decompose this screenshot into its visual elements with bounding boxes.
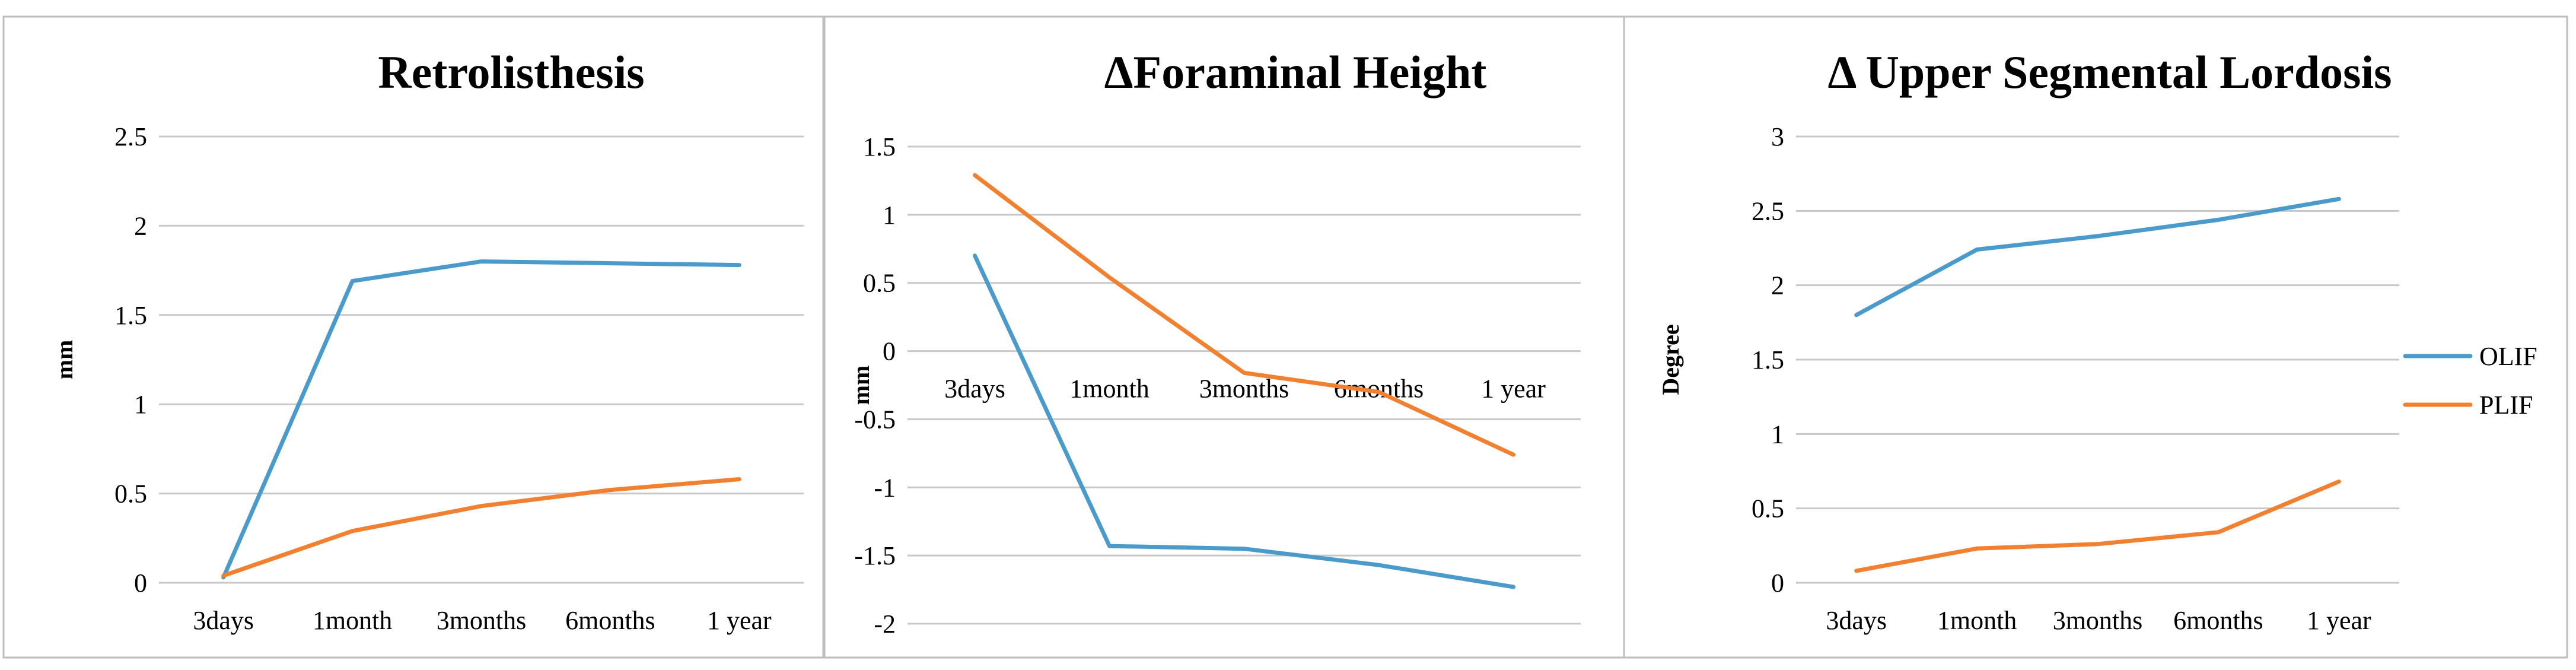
- legend-item-olif: OLIF: [2403, 342, 2537, 371]
- series-line-plif: [221, 477, 741, 578]
- y-tick-label: 1.5: [863, 132, 896, 161]
- series-line-plif: [973, 173, 1515, 457]
- y-axis-label: Degree: [1657, 324, 1684, 395]
- x-tick-label: 6months: [2173, 606, 2263, 635]
- y-tick-label: 0.5: [114, 480, 147, 509]
- x-tick-label: 1 year: [2307, 606, 2371, 635]
- panel-frame: [2, 15, 824, 659]
- y-axis-label: mm: [848, 366, 874, 405]
- y-tick-label: 0: [1771, 569, 1784, 598]
- y-tick-label: 2.5: [114, 122, 147, 151]
- y-tick-label: 0: [134, 569, 147, 598]
- y-tick-label: 2: [134, 211, 147, 240]
- chart-panels: 0 0.5 1 1.5 2 2.5 3days 1month 3months 6months 1 y…: [2, 15, 2568, 659]
- y-axis-label: mm: [51, 340, 78, 380]
- x-tick-label: 1month: [1937, 606, 2017, 635]
- y-tick-label: 2: [1771, 271, 1784, 300]
- series-line-plif: [1854, 480, 2341, 573]
- x-tick-label: 1 year: [707, 606, 772, 635]
- y-tick-label: -0.5: [854, 405, 896, 434]
- y-tick-label: 1.5: [114, 301, 147, 330]
- x-tick-label: 3months: [437, 606, 527, 635]
- y-tick-label: 1: [883, 201, 896, 230]
- legend: OLIF PLIF: [2403, 342, 2537, 420]
- chart-panel: 0 0.5 1 1.5 2 2.5 3 3days 1month 3months 6months 1 …: [1623, 15, 2568, 659]
- x-tick-label: 3days: [1826, 606, 1887, 635]
- y-tick-label: -1: [874, 473, 896, 502]
- y-tick-label: 1: [1771, 420, 1784, 449]
- y-tick-label: 0: [883, 337, 896, 366]
- x-tick-label: 3months: [2053, 606, 2143, 635]
- chart-title: Δ Upper Segmental Lordosis: [1827, 46, 2392, 98]
- y-tick-label: 1.5: [1752, 345, 1784, 374]
- x-tick-label: 3days: [944, 374, 1005, 404]
- y-tick-label: 3: [1771, 122, 1784, 151]
- y-tick-label: 0.5: [863, 269, 896, 298]
- chart-title: ΔForaminal Height: [1104, 46, 1487, 98]
- y-tick-label: 2.5: [1752, 196, 1784, 226]
- series-line-olif: [973, 253, 1515, 589]
- series-line-olif: [1854, 196, 2341, 317]
- y-tick-label: 1: [134, 390, 147, 419]
- chart-panel: 0 0.5 1 1.5 2 2.5 3days 1month 3months 6months 1 y…: [2, 15, 824, 659]
- chart-title: Retrolisthesis: [378, 46, 644, 98]
- panel-frame: [1623, 15, 2568, 659]
- series-line-olif: [221, 259, 741, 580]
- x-tick-label: 1month: [1069, 374, 1149, 404]
- x-tick-label: 1 year: [1481, 374, 1546, 404]
- x-tick-label: 1month: [313, 606, 392, 635]
- y-tick-label: -2: [874, 609, 896, 639]
- legend-item-plif: PLIF: [2403, 390, 2533, 420]
- legend-label: OLIF: [2479, 342, 2537, 371]
- legend-label: PLIF: [2479, 390, 2533, 420]
- x-tick-label: 3days: [193, 606, 254, 635]
- x-tick-label: 6months: [565, 606, 655, 635]
- y-tick-label: -1.5: [854, 541, 896, 570]
- y-tick-label: 0.5: [1752, 494, 1784, 523]
